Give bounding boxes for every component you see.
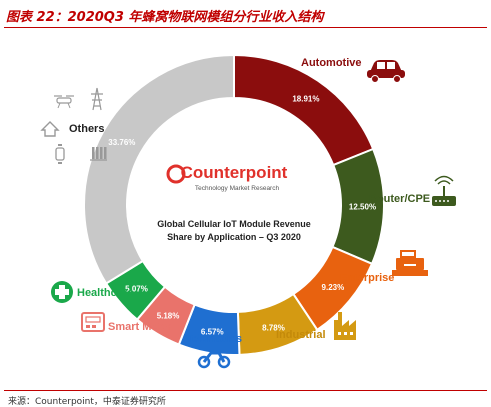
drone-icon <box>54 95 74 109</box>
donut-slices <box>83 53 385 356</box>
slice-others <box>83 53 235 285</box>
cash-register-icon <box>392 250 428 276</box>
brand-tagline: Technology Market Research <box>195 185 280 192</box>
category-label-smart-meter: Smart Meter <box>108 321 172 333</box>
value-label-smart-meter: 5.18% <box>157 311 180 320</box>
slice-value-labels: 18.91% 12.50% 9.23% 8.78% 6.57% 5.18% 5.07% 33.… <box>108 95 376 337</box>
category-label-industrial: Industrial <box>276 329 326 341</box>
medical-cross-icon <box>51 281 73 303</box>
value-label-enterprise: 9.23% <box>322 283 345 292</box>
home-icon <box>40 121 60 137</box>
value-label-telematics: 6.57% <box>201 328 224 337</box>
category-label-automotive: Automotive <box>301 57 362 69</box>
chart-title-line-2: Share by Application – Q3 2020 <box>167 232 301 242</box>
factory-icon <box>334 312 356 340</box>
source-rule <box>4 390 487 391</box>
value-label-industrial: 8.78% <box>262 323 285 332</box>
car-icon <box>367 60 405 83</box>
title-rule <box>4 27 487 28</box>
category-label-others: Others <box>69 123 104 135</box>
watch-icon <box>55 144 65 164</box>
value-label-healthcare: 5.07% <box>125 285 148 294</box>
value-label-others: 33.76% <box>108 138 135 147</box>
brand-logo-ring <box>166 164 186 184</box>
router-icon <box>432 175 456 206</box>
meter-icon <box>81 312 105 332</box>
slice-category-labels: Automotive Router/CPE Enterprise Industrial… <box>69 57 430 345</box>
source-note: 来源：Counterpoint，中泰证券研究所 <box>8 397 166 407</box>
category-label-healthcare: Healthcare <box>77 287 133 299</box>
value-label-automotive: 18.91% <box>292 95 319 104</box>
brand-name: Counterpoint <box>181 163 288 182</box>
category-icons <box>40 60 456 369</box>
category-label-router-cpe: Router/CPE <box>369 193 430 205</box>
slice-automotive <box>233 53 375 167</box>
value-label-router-cpe: 12.50% <box>349 202 376 211</box>
chart-title-line-1: Global Cellular IoT Module Revenue <box>157 219 311 229</box>
category-label-telematics: Telematics <box>186 333 242 345</box>
figure-title: 图表 22：2020Q3 年蜂窝物联网模组分行业收入结构 <box>6 10 324 25</box>
category-label-enterprise: Enterprise <box>340 272 394 284</box>
motorcycle-icon <box>197 346 231 369</box>
heater-icon <box>90 147 107 161</box>
tower-icon <box>91 87 103 111</box>
donut-center: Counterpoint Technology Market Research … <box>157 163 311 242</box>
